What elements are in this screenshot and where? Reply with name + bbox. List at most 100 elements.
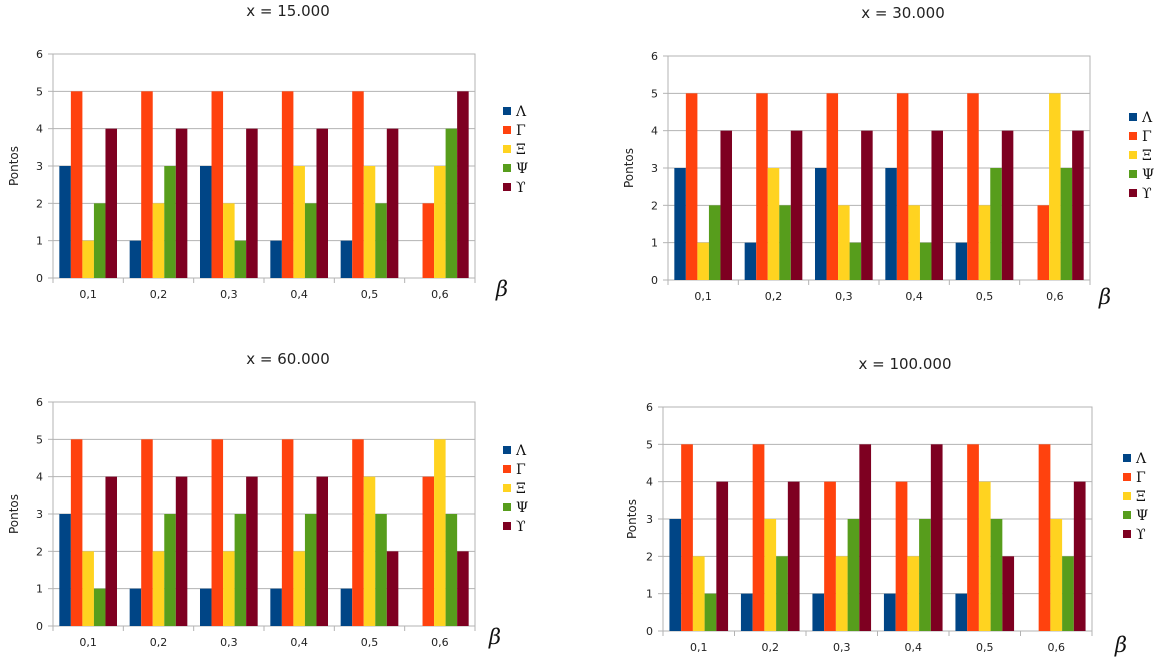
bar-0-4-series-3 [304,514,317,626]
bar-0-2-series-4 [790,130,803,280]
legend-label: Ξ [1142,148,1152,164]
legend-label: Ξ [516,481,526,497]
bar-0-5-series-4 [1001,130,1014,280]
bar-0-3-series-3 [847,519,860,631]
bar-0-5-series-3 [990,519,1003,631]
legend-swatch [503,484,511,492]
bar-0-6-series-4 [1072,130,1084,280]
bar-0-3-series-3 [234,240,247,278]
bar-0-4-series-1 [895,481,908,631]
bar-0-3-series-4 [859,444,872,631]
bar-0-1-series-1 [70,439,83,626]
y-axis-label: Pontos [7,494,21,534]
y-tick-label: 2 [36,197,43,210]
legend-label: Ψ [1142,167,1154,183]
bar-0-5-series-1 [967,93,979,280]
bar-0-2-series-3 [779,205,791,280]
bar-0-1-series-4 [720,130,733,280]
bar-0-4-series-4 [931,130,944,280]
y-tick-label: 5 [36,85,43,98]
legend-swatch [503,183,511,191]
legend-label: Λ [515,443,527,459]
bar-0-5-series-3 [990,168,1002,280]
x-tick-label: 0,2 [762,641,780,654]
legend-label: Λ [1135,451,1147,467]
bar-0-1-series-3 [93,588,106,626]
legend-swatch [503,164,511,172]
bar-0-6-series-3 [1062,556,1074,631]
bar-0-2-series-1 [141,91,153,278]
bar-0-6-series-2 [1050,519,1063,631]
legend-label: ϒ [1136,527,1146,543]
y-tick-label: 0 [36,620,43,633]
legend-label: ϒ [1142,186,1152,202]
legend-label: Ψ [516,161,528,177]
y-tick-label: 6 [646,401,653,414]
bar-0-3-series-2 [835,556,848,631]
bar-0-6-series-3 [445,128,458,278]
x-tick-label: 0,2 [150,636,168,649]
x-tick-label: 0,3 [833,641,851,654]
bar-0-6-series-4 [457,91,469,278]
legend-swatch [1123,473,1131,481]
legend-label: Ψ [1136,508,1148,524]
bar-0-4-series-0 [270,240,282,278]
bar-0-2-series-3 [164,514,176,626]
legend-swatch [503,465,511,473]
x-axis-label: β [1098,285,1111,309]
bar-0-2-series-0 [129,240,142,278]
bar-0-5-series-0 [340,240,353,278]
bar-0-2-series-0 [129,588,142,626]
legend-label: ϒ [516,180,526,196]
legend-swatch [1129,151,1137,159]
x-tick-label: 0,4 [290,636,308,649]
bar-0-5-series-4 [386,128,399,278]
bar-0-1-series-1 [681,444,693,631]
y-tick-label: 0 [646,625,653,638]
bar-0-1-series-3 [704,593,717,631]
bar-0-4-series-4 [930,444,943,631]
bar-0-1-series-2 [82,551,94,626]
y-tick-label: 1 [646,588,653,601]
bar-0-3-series-2 [838,205,850,280]
y-tick-label: 2 [646,550,653,563]
bar-0-3-series-2 [223,203,235,278]
bar-0-3-series-2 [223,551,235,626]
bar-0-1-series-4 [105,128,118,278]
chart-title-x30000: x = 30.000 [861,4,944,22]
x-tick-label: 0,5 [976,290,994,303]
x-axis-label: β [495,277,508,301]
bar-0-2-series-4 [175,128,188,278]
legend-swatch [503,522,511,530]
bar-0-1-series-0 [674,168,686,280]
y-tick-label: 5 [36,433,43,446]
bar-0-1-series-0 [669,519,682,631]
bar-0-5-series-0 [340,588,353,626]
bar-0-1-series-4 [105,476,118,626]
x-tick-label: 0,1 [79,288,97,301]
bar-0-4-series-3 [919,519,931,631]
legend-label: Γ [516,123,526,139]
bar-0-3-series-0 [199,166,212,278]
bar-0-2-series-1 [141,439,153,626]
bar-0-5-series-4 [1002,556,1015,631]
bar-0-5-series-1 [967,444,979,631]
legend-label: ϒ [516,519,526,535]
chart-panel: 0 1 2 3 4 5 6 0,1 0,2 0,3 0,4 0,5 0,6 x = 30.000 Ponto… [622,4,1154,309]
legend-swatch [1129,113,1137,121]
x-tick-label: 0,6 [1048,641,1066,654]
legend-swatch [503,145,511,153]
bar-0-5-series-2 [363,166,376,278]
bar-0-4-series-1 [281,439,294,626]
bar-0-1-series-0 [59,166,71,278]
bar-0-5-series-1 [352,91,364,278]
bar-0-3-series-1 [826,93,839,280]
y-tick-label: 6 [36,48,43,61]
bar-0-4-series-2 [293,166,305,278]
x-tick-label: 0,6 [431,288,449,301]
bar-0-5-series-3 [375,203,387,278]
legend-swatch [1123,454,1131,462]
x-tick-label: 0,1 [79,636,97,649]
